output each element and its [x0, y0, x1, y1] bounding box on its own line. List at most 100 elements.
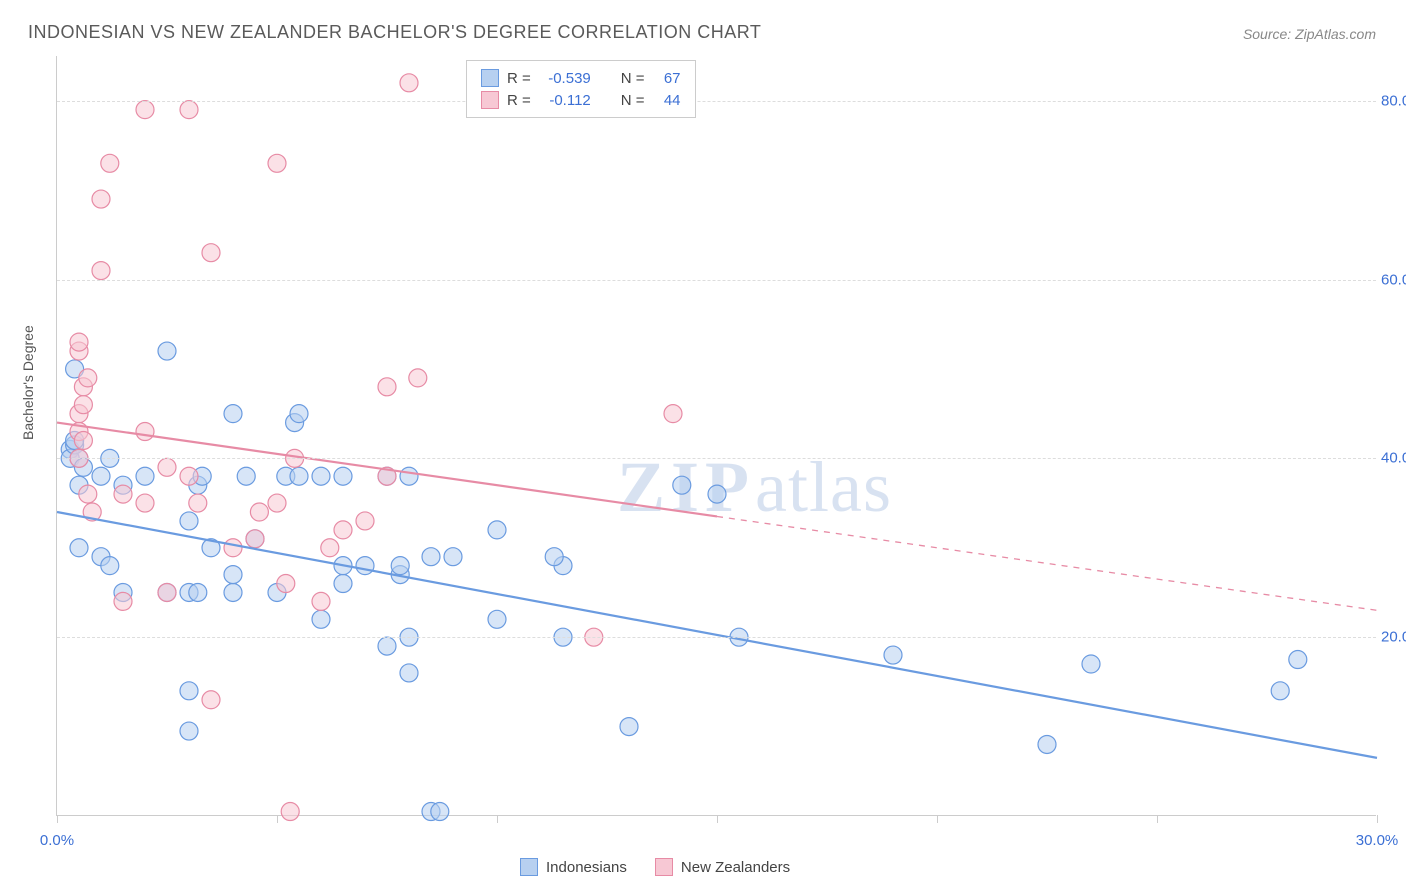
scatter-point [101, 154, 119, 172]
scatter-point [158, 583, 176, 601]
scatter-point [158, 342, 176, 360]
scatter-point [180, 467, 198, 485]
scatter-point [180, 101, 198, 119]
scatter-point [281, 803, 299, 821]
scatter-point [224, 566, 242, 584]
scatter-point [224, 405, 242, 423]
scatter-point [356, 557, 374, 575]
scatter-point [70, 539, 88, 557]
scatter-point [246, 530, 264, 548]
ytick-label: 80.0% [1381, 92, 1406, 109]
legend-n-label: N = [621, 70, 645, 87]
legend-correlation-row: R = -0.539 N = 67 [481, 67, 681, 89]
scatter-point [224, 539, 242, 557]
xtick [937, 815, 938, 823]
scatter-point [202, 691, 220, 709]
legend-swatch [520, 858, 538, 876]
chart-title: INDONESIAN VS NEW ZEALANDER BACHELOR'S D… [28, 22, 761, 43]
chart-plot-area: ZIPatlas 20.0%40.0%60.0%80.0%0.0%30.0% [56, 56, 1376, 816]
scatter-point [180, 512, 198, 530]
scatter-point [400, 664, 418, 682]
scatter-point [202, 244, 220, 262]
xtick [1377, 815, 1378, 823]
scatter-point [444, 548, 462, 566]
scatter-point [321, 539, 339, 557]
scatter-point [400, 467, 418, 485]
scatter-point [1082, 655, 1100, 673]
scatter-point [136, 101, 154, 119]
scatter-point [79, 485, 97, 503]
source-attribution: Source: ZipAtlas.com [1243, 26, 1376, 42]
legend-r-value: -0.112 [539, 92, 591, 109]
scatter-point [400, 74, 418, 92]
y-axis-label: Bachelor's Degree [20, 325, 36, 440]
legend-correlation-row: R =-0.112N =44 [481, 89, 681, 111]
scatter-point [356, 512, 374, 530]
scatter-svg [57, 56, 1376, 815]
scatter-point [391, 557, 409, 575]
scatter-point [1289, 651, 1307, 669]
trend-line [57, 512, 1377, 758]
scatter-point [158, 458, 176, 476]
scatter-point [312, 610, 330, 628]
scatter-point [290, 405, 308, 423]
scatter-point [884, 646, 902, 664]
scatter-point [312, 592, 330, 610]
xtick [717, 815, 718, 823]
trend-line [57, 423, 717, 517]
ytick-label: 40.0% [1381, 450, 1406, 467]
scatter-point [92, 262, 110, 280]
scatter-point [431, 803, 449, 821]
scatter-point [224, 583, 242, 601]
xtick [1157, 815, 1158, 823]
scatter-point [378, 378, 396, 396]
scatter-point [74, 431, 92, 449]
scatter-point [673, 476, 691, 494]
legend-n-value: 67 [653, 70, 681, 87]
trend-line-dashed [717, 516, 1377, 610]
legend-r-value: -0.539 [539, 70, 591, 87]
scatter-point [1038, 735, 1056, 753]
scatter-point [277, 575, 295, 593]
scatter-point [409, 369, 427, 387]
scatter-point [334, 575, 352, 593]
scatter-point [114, 485, 132, 503]
xtick-label: 30.0% [1356, 832, 1399, 849]
ytick-label: 60.0% [1381, 271, 1406, 288]
scatter-point [101, 557, 119, 575]
xtick [57, 815, 58, 823]
scatter-point [189, 494, 207, 512]
xtick [277, 815, 278, 823]
scatter-point [74, 396, 92, 414]
scatter-point [92, 190, 110, 208]
legend-series-label: New Zealanders [681, 859, 790, 876]
legend-r-label: R = [507, 92, 531, 109]
scatter-point [620, 718, 638, 736]
gridline-h [57, 101, 1376, 102]
legend-swatch [481, 91, 499, 109]
scatter-point [488, 610, 506, 628]
scatter-point [114, 592, 132, 610]
scatter-point [92, 467, 110, 485]
scatter-point [268, 154, 286, 172]
legend-series-item: New Zealanders [655, 858, 790, 876]
xtick-label: 0.0% [40, 832, 74, 849]
scatter-point [488, 521, 506, 539]
scatter-point [378, 637, 396, 655]
scatter-point [250, 503, 268, 521]
scatter-point [189, 583, 207, 601]
scatter-point [70, 333, 88, 351]
legend-r-label: R = [507, 70, 531, 87]
scatter-point [422, 548, 440, 566]
ytick-label: 20.0% [1381, 629, 1406, 646]
xtick [497, 815, 498, 823]
scatter-point [136, 423, 154, 441]
legend-swatch [481, 69, 499, 87]
scatter-point [180, 722, 198, 740]
legend-series-label: Indonesians [546, 859, 627, 876]
scatter-point [290, 467, 308, 485]
scatter-point [79, 369, 97, 387]
scatter-point [334, 467, 352, 485]
gridline-h [57, 458, 1376, 459]
gridline-h [57, 280, 1376, 281]
